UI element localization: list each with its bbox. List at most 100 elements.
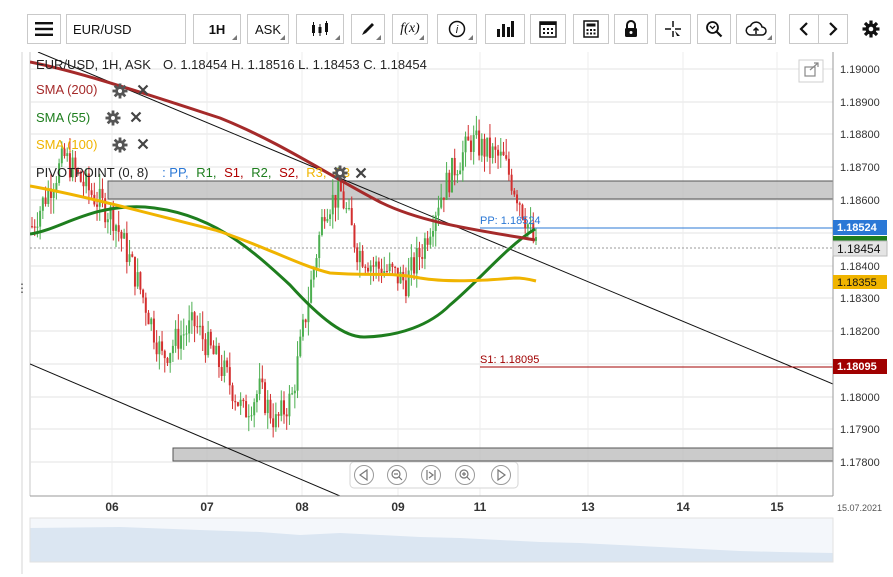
candle-body[interactable]	[497, 149, 500, 156]
candle-body[interactable]	[171, 345, 174, 354]
candle-body[interactable]	[478, 130, 481, 156]
price-axis[interactable]: 1.19000 1.18900 1.18800 1.18700 1.18600 …	[840, 64, 880, 469]
candle-body[interactable]	[264, 382, 267, 414]
resistance-zone[interactable]	[107, 180, 833, 200]
candle-body[interactable]	[388, 263, 391, 272]
candle-body[interactable]	[147, 312, 150, 325]
candle-body[interactable]	[513, 190, 516, 195]
candle-body[interactable]	[201, 325, 204, 340]
candle-body[interactable]	[367, 267, 369, 272]
candle-body[interactable]	[128, 254, 131, 263]
candle-body[interactable]	[486, 137, 489, 157]
candle-body[interactable]	[161, 341, 164, 351]
candle-body[interactable]	[47, 188, 50, 204]
candle-body[interactable]	[207, 331, 210, 356]
candle-body[interactable]	[190, 312, 193, 321]
candle-body[interactable]	[418, 248, 421, 258]
candle-body[interactable]	[245, 401, 248, 418]
candle-body[interactable]	[269, 399, 272, 419]
candle-body[interactable]	[199, 325, 201, 328]
calculator-button[interactable]	[573, 14, 609, 44]
candle-body[interactable]	[255, 394, 258, 403]
candle-body[interactable]	[98, 188, 101, 207]
candle-body[interactable]	[182, 334, 185, 336]
candle-body[interactable]	[394, 266, 397, 268]
navigator[interactable]	[29, 517, 834, 563]
candle-body[interactable]	[464, 136, 467, 153]
candle-body[interactable]	[177, 328, 180, 349]
candle-body[interactable]	[44, 197, 47, 204]
candle-body[interactable]	[323, 217, 326, 222]
candle-body[interactable]	[301, 319, 304, 337]
candle-body[interactable]	[60, 148, 63, 164]
candle-body[interactable]	[185, 333, 188, 335]
volume-button[interactable]	[485, 14, 525, 44]
candle-body[interactable]	[315, 258, 318, 269]
candle-body[interactable]	[226, 360, 229, 368]
candle-body[interactable]	[385, 271, 388, 273]
candle-body[interactable]	[253, 402, 256, 416]
candle-body[interactable]	[174, 328, 177, 346]
candle-body[interactable]	[209, 331, 212, 346]
candle-body[interactable]	[101, 188, 104, 199]
candle-body[interactable]	[283, 400, 285, 415]
zoom-out-button[interactable]	[387, 465, 407, 485]
candle-body[interactable]	[258, 378, 261, 395]
reset-zoom-button[interactable]	[421, 465, 441, 485]
candle-body[interactable]	[442, 197, 445, 200]
candle-body[interactable]	[144, 297, 147, 313]
calendar-button[interactable]	[530, 14, 566, 44]
candle-body[interactable]	[166, 358, 169, 363]
candle-body[interactable]	[491, 146, 494, 158]
candle-body[interactable]	[453, 158, 456, 176]
candle-body[interactable]	[152, 318, 155, 343]
candle-body[interactable]	[339, 181, 342, 192]
candle-body[interactable]	[480, 138, 483, 156]
candle-body[interactable]	[163, 350, 166, 359]
candle-body[interactable]	[342, 191, 345, 209]
candle-body[interactable]	[410, 257, 413, 271]
candle-body[interactable]	[234, 401, 237, 403]
timeframe-select[interactable]: 1H	[193, 14, 241, 44]
candle-body[interactable]	[285, 414, 288, 417]
candle-body[interactable]	[469, 140, 472, 152]
candle-body[interactable]	[139, 272, 142, 290]
candle-body[interactable]	[96, 204, 99, 207]
candle-body[interactable]	[66, 153, 69, 157]
nav-left-button[interactable]	[354, 465, 374, 485]
candle-body[interactable]	[434, 215, 437, 232]
candle-body[interactable]	[467, 136, 470, 141]
candle-body[interactable]	[87, 173, 90, 191]
candle-body[interactable]	[331, 194, 334, 215]
zoom-in-button[interactable]	[455, 465, 475, 485]
candle-body[interactable]	[304, 319, 307, 323]
candle-body[interactable]	[432, 231, 435, 237]
candle-body[interactable]	[117, 225, 120, 232]
lock-button[interactable]	[614, 14, 648, 44]
candle-body[interactable]	[369, 265, 372, 272]
candle-body[interactable]	[52, 190, 55, 198]
candle-body[interactable]	[136, 272, 139, 287]
trendline-lower[interactable]	[30, 363, 341, 496]
candle-body[interactable]	[529, 222, 532, 225]
candle-body[interactable]	[459, 170, 462, 175]
zoom-button[interactable]	[697, 14, 731, 44]
candle-body[interactable]	[499, 151, 502, 156]
candle-body[interactable]	[74, 157, 77, 170]
candle-body[interactable]	[516, 194, 519, 204]
menu-button[interactable]	[27, 14, 61, 44]
candle-body[interactable]	[31, 226, 33, 228]
candle-body[interactable]	[345, 208, 348, 210]
candle-body[interactable]	[120, 231, 123, 239]
candle-body[interactable]	[109, 206, 112, 220]
candle-body[interactable]	[125, 233, 128, 263]
candle-body[interactable]	[272, 418, 275, 428]
candle-body[interactable]	[350, 208, 353, 226]
candle-body[interactable]	[426, 238, 429, 245]
candle-body[interactable]	[348, 208, 351, 210]
candle-body[interactable]	[307, 302, 310, 323]
draw-button[interactable]	[351, 14, 385, 44]
candle-body[interactable]	[90, 190, 93, 195]
candle-body[interactable]	[41, 197, 44, 211]
candle-body[interactable]	[79, 172, 82, 182]
